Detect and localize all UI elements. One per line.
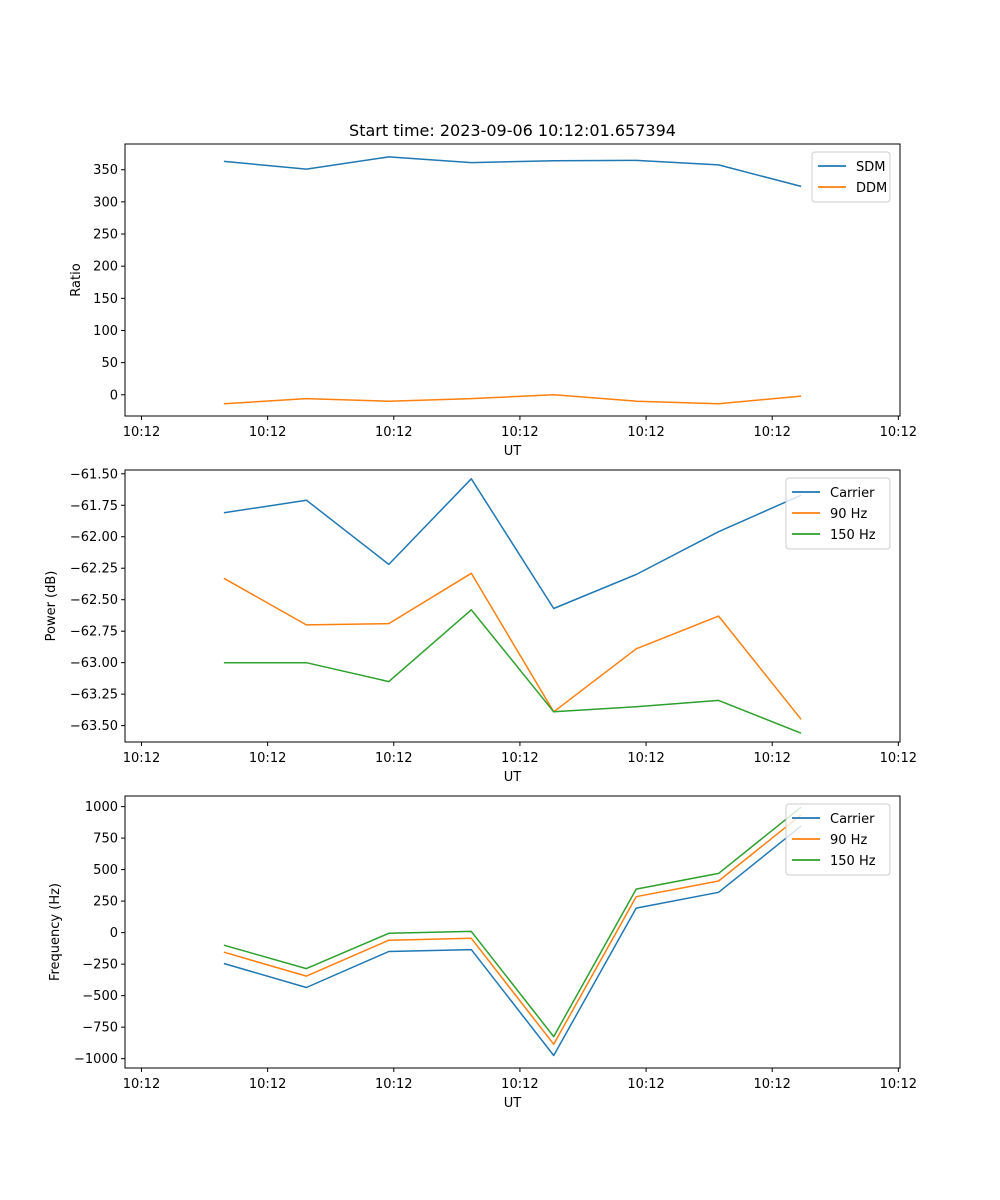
y-tick-label: −1000 [74, 1052, 118, 1067]
y-tick-label: −62.75 [70, 625, 118, 640]
y-axis-label: Frequency (Hz) [48, 883, 63, 981]
y-tick-label: −61.75 [70, 499, 118, 514]
y-tick-label: 200 [93, 260, 118, 275]
x-tick-label: 10:12 [375, 1077, 412, 1092]
x-tick-label: 10:12 [249, 751, 286, 766]
series-line-carrier [223, 825, 802, 1057]
x-tick-label: 10:12 [123, 1077, 160, 1092]
legend-label: 150 Hz [830, 528, 876, 543]
x-tick-label: 10:12 [501, 1077, 538, 1092]
y-tick-label: −61.50 [70, 467, 118, 482]
y-tick-label: −62.25 [70, 562, 118, 577]
legend-label: 90 Hz [830, 507, 867, 522]
y-tick-label: 100 [93, 324, 118, 339]
x-tick-label: 10:12 [123, 751, 160, 766]
legend-label: Carrier [830, 486, 875, 501]
x-tick-label: 10:12 [501, 425, 538, 440]
x-tick-label: 10:12 [375, 751, 412, 766]
y-tick-label: 300 [93, 195, 118, 210]
x-axis-label: UT [504, 1096, 522, 1111]
y-tick-label: −62.50 [70, 593, 118, 608]
series-line-90-hz [223, 572, 802, 720]
legend-box [785, 803, 891, 876]
y-tick-label: 50 [101, 356, 118, 371]
y-tick-label: 500 [93, 863, 118, 878]
y-tick-label: −250 [82, 958, 118, 973]
y-tick-label: −63.25 [70, 688, 118, 703]
y-tick-label: 1000 [85, 800, 118, 815]
x-tick-label: 10:12 [249, 425, 286, 440]
series-line-150-hz [223, 609, 802, 734]
legend-label: 150 Hz [830, 854, 876, 869]
series-line-150-hz [223, 806, 802, 1038]
x-tick-label: 10:12 [123, 425, 160, 440]
y-tick-label: 250 [93, 228, 118, 243]
x-tick-label: 10:12 [627, 751, 664, 766]
x-tick-label: 10:12 [249, 1077, 286, 1092]
x-tick-label: 10:12 [753, 751, 790, 766]
panel-frequency: −1000 −750 −500 −250 0 250 500 750 1000 10:12 10:1… [48, 795, 917, 1111]
y-tick-label: 250 [93, 895, 118, 910]
panel-power: −63.50 −63.25 −63.00 −62.75 −62.50 −62.25 −62.… [44, 467, 917, 785]
chart-title: Start time: 2023-09-06 10:12:01.657394 [349, 121, 676, 140]
x-tick-label: 10:12 [753, 1077, 790, 1092]
x-axis-label: UT [504, 444, 522, 459]
x-tick-label: 10:12 [375, 425, 412, 440]
y-tick-label: 0 [110, 388, 118, 403]
y-axis-label: Power (dB) [44, 571, 59, 642]
legend: Carrier 90 Hz 150 Hz [785, 803, 891, 876]
y-tick-label: −750 [82, 1021, 118, 1036]
plot-frame [124, 795, 901, 1069]
x-tick-label: 10:12 [880, 751, 917, 766]
y-tick-label: −63.50 [70, 719, 118, 734]
y-tick-label: 750 [93, 832, 118, 847]
legend-label: DDM [856, 181, 887, 196]
y-tick-label: −63.00 [70, 656, 118, 671]
x-axis-label: UT [504, 770, 522, 785]
y-tick-label: 350 [93, 163, 118, 178]
legend-label: 90 Hz [830, 833, 867, 848]
series-line-sdm [223, 156, 802, 188]
y-tick-label: −62.00 [70, 530, 118, 545]
x-tick-label: 10:12 [753, 425, 790, 440]
y-tick-label: 150 [93, 292, 118, 307]
plot-frame [124, 469, 901, 743]
panel-ratio: Start time: 2023-09-06 10:12:01.657394 0 5… [69, 121, 917, 459]
legend: SDM DDM [811, 151, 891, 203]
legend-label: SDM [856, 160, 885, 175]
series-line-carrier [223, 478, 802, 610]
legend-box [785, 477, 891, 550]
x-tick-label: 10:12 [501, 751, 538, 766]
legend-box [811, 151, 891, 203]
plot-frame [124, 143, 901, 417]
x-tick-label: 10:12 [627, 1077, 664, 1092]
x-tick-label: 10:12 [880, 1077, 917, 1092]
series-line-90-hz [223, 814, 802, 1045]
y-axis-label: Ratio [69, 263, 84, 296]
legend-label: Carrier [830, 812, 875, 827]
y-tick-label: 0 [110, 926, 118, 941]
x-tick-label: 10:12 [880, 425, 917, 440]
y-tick-label: −500 [82, 989, 118, 1004]
legend: Carrier 90 Hz 150 Hz [785, 477, 891, 550]
series-line-ddm [223, 394, 802, 405]
x-tick-label: 10:12 [627, 425, 664, 440]
